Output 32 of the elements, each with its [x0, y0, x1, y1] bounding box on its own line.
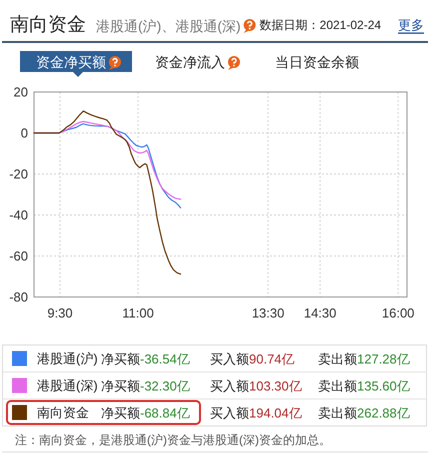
legend-label: 港股通(沪) [37, 351, 98, 366]
y-tick-label: -80 [9, 290, 28, 304]
text: 买入额103.30亿 [210, 378, 302, 393]
text: 注：南向资金，是港股通(沪)资金与港股通(深)资金的加总。 [15, 433, 331, 447]
y-tick-label: -40 [9, 208, 28, 222]
x-tick-label: 13:30 [252, 306, 284, 320]
text: 净买额-32.30亿 [101, 378, 190, 393]
x-tick-label: 11:00 [122, 306, 154, 320]
legend-label: 港股通(深) [37, 378, 98, 393]
text: 卖出额262.88亿 [318, 405, 410, 420]
text: 净买额-36.54亿 [101, 351, 190, 366]
y-tick-label: -60 [9, 248, 28, 264]
x-tick-label: 16:00 [382, 306, 414, 320]
y-tick-label: 20 [14, 84, 28, 100]
chart-title: 南向资金 [10, 14, 86, 36]
x-tick-label: 14:30 [304, 306, 336, 320]
text: 卖出额127.28亿 [318, 351, 410, 366]
text: 资金净流入 [155, 54, 225, 70]
text: 更多 [398, 18, 424, 32]
text: 资金净买额 [36, 54, 106, 70]
legend-label: 南向资金 [37, 405, 89, 420]
text: 买入额90.74亿 [210, 351, 295, 366]
text: 买入额194.04亿 [210, 405, 302, 420]
x-tick-label: 9:30 [47, 306, 73, 320]
y-tick-label: 0 [20, 126, 28, 140]
text: 卖出额135.60亿 [318, 378, 410, 393]
chart-subtitle: 港股通(沪)、港股通(深) [96, 18, 241, 34]
text: 当日资金余额 [275, 54, 359, 70]
text: 净买额-68.84亿 [101, 405, 190, 420]
text: 数据日期：2021-02-24 [260, 18, 382, 32]
line-series [33, 110, 182, 275]
y-tick-label: -20 [9, 166, 28, 182]
